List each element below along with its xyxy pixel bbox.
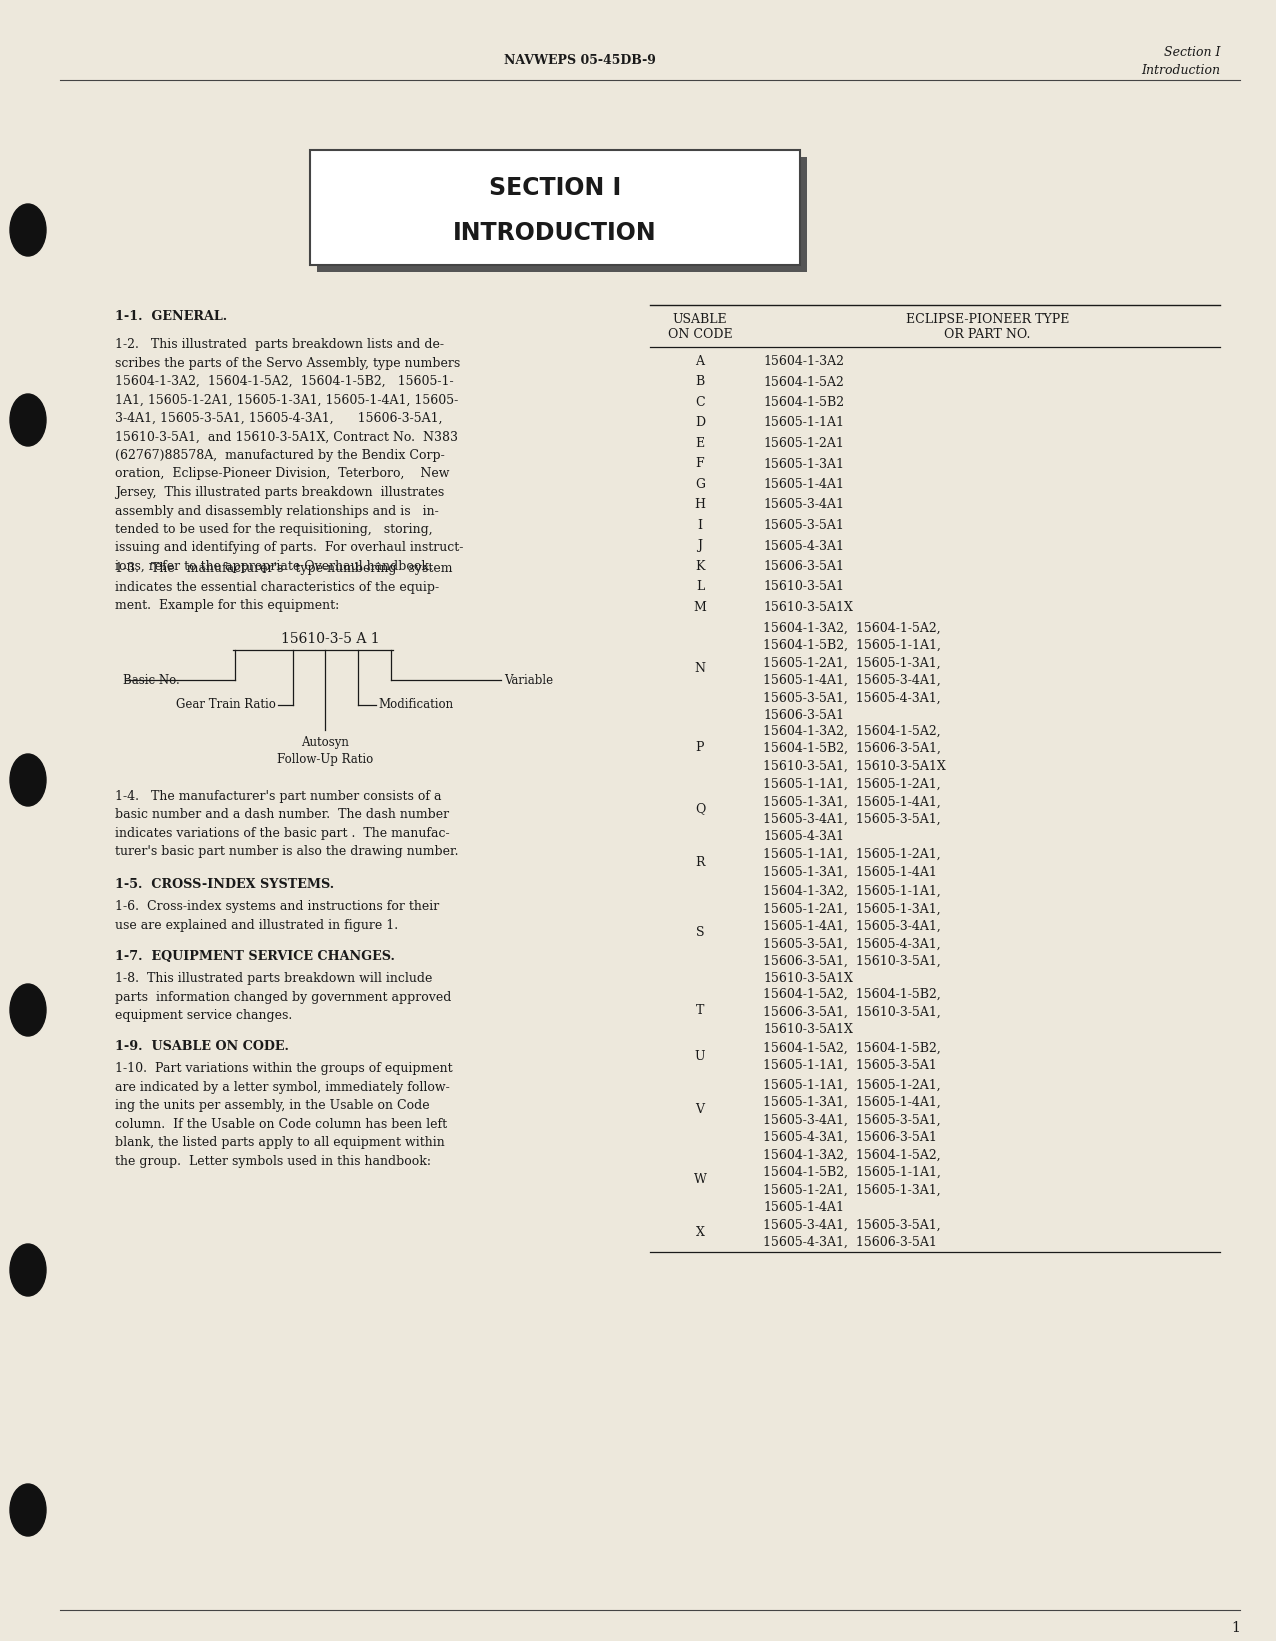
Text: L: L: [695, 581, 704, 594]
Text: D: D: [695, 417, 706, 430]
Text: K: K: [695, 560, 704, 573]
Text: 15604-1-5A2,  15604-1-5B2,
15606-3-5A1,  15610-3-5A1,
15610-3-5A1X: 15604-1-5A2, 15604-1-5B2, 15606-3-5A1, 1…: [763, 988, 940, 1035]
Text: NAVWEPS 05-45DB-9: NAVWEPS 05-45DB-9: [504, 54, 656, 67]
Text: Introduction: Introduction: [1141, 64, 1220, 77]
Text: 1-5.  CROSS-INDEX SYSTEMS.: 1-5. CROSS-INDEX SYSTEMS.: [115, 878, 334, 891]
Text: 15606-3-5A1: 15606-3-5A1: [763, 560, 843, 573]
Text: C: C: [695, 395, 704, 409]
Text: 15604-1-3A2,  15604-1-5A2,
15604-1-5B2,  15605-1-1A1,
15605-1-2A1,  15605-1-3A1,: 15604-1-3A2, 15604-1-5A2, 15604-1-5B2, 1…: [763, 622, 940, 722]
Ellipse shape: [10, 985, 46, 1035]
Text: Autosyn
Follow-Up Ratio: Autosyn Follow-Up Ratio: [277, 737, 373, 766]
Text: 15604-1-3A2,  15604-1-5A2,
15604-1-5B2,  15606-3-5A1,
15610-3-5A1,  15610-3-5A1X: 15604-1-3A2, 15604-1-5A2, 15604-1-5B2, 1…: [763, 724, 946, 773]
Text: 15605-1-1A1,  15605-1-2A1,
15605-1-3A1,  15605-1-4A1,
15605-3-4A1,  15605-3-5A1,: 15605-1-1A1, 15605-1-2A1, 15605-1-3A1, 1…: [763, 778, 940, 843]
Text: ECLIPSE-PIONEER TYPE: ECLIPSE-PIONEER TYPE: [906, 313, 1069, 327]
Text: Variable: Variable: [504, 673, 553, 686]
Ellipse shape: [10, 1244, 46, 1296]
Text: F: F: [695, 458, 704, 471]
Text: R: R: [695, 857, 704, 870]
Text: N: N: [694, 663, 706, 676]
Text: ON CODE: ON CODE: [667, 328, 732, 341]
Text: V: V: [695, 1103, 704, 1116]
Text: 1: 1: [1231, 1621, 1240, 1634]
Text: Section I: Section I: [1164, 46, 1220, 59]
Text: 15604-1-5A2: 15604-1-5A2: [763, 376, 843, 389]
Text: 15605-1-2A1: 15605-1-2A1: [763, 437, 843, 450]
Text: 1-1.  GENERAL.: 1-1. GENERAL.: [115, 310, 227, 323]
Ellipse shape: [10, 203, 46, 256]
Text: INTRODUCTION: INTRODUCTION: [453, 222, 657, 245]
Text: 15605-4-3A1: 15605-4-3A1: [763, 540, 843, 553]
Text: SECTION I: SECTION I: [489, 176, 621, 200]
Text: Basic No.: Basic No.: [122, 673, 180, 686]
Text: 15610-3-5A1: 15610-3-5A1: [763, 581, 843, 594]
Text: 15604-1-5B2: 15604-1-5B2: [763, 395, 845, 409]
Text: Gear Train Ratio: Gear Train Ratio: [176, 699, 276, 712]
Text: T: T: [695, 1004, 704, 1017]
Text: 1-7.  EQUIPMENT SERVICE CHANGES.: 1-7. EQUIPMENT SERVICE CHANGES.: [115, 950, 394, 963]
Bar: [316, 158, 806, 272]
Text: 1-3.   The   manufacturer's   type-numbering   system
indicates the essential ch: 1-3. The manufacturer's type-numbering s…: [115, 561, 453, 612]
Ellipse shape: [10, 394, 46, 446]
Text: 15605-3-5A1: 15605-3-5A1: [763, 519, 843, 532]
Text: X: X: [695, 1226, 704, 1239]
Text: 15605-1-1A1,  15605-1-2A1,
15605-1-3A1,  15605-1-4A1: 15605-1-1A1, 15605-1-2A1, 15605-1-3A1, 1…: [763, 848, 940, 878]
Text: Q: Q: [695, 802, 706, 816]
Text: 15605-1-4A1: 15605-1-4A1: [763, 478, 843, 491]
Bar: [310, 149, 800, 264]
Text: 15604-1-5A2,  15604-1-5B2,
15605-1-1A1,  15605-3-5A1: 15604-1-5A2, 15604-1-5B2, 15605-1-1A1, 1…: [763, 1042, 940, 1072]
Text: J: J: [698, 540, 703, 553]
Text: M: M: [694, 601, 707, 614]
Text: 15604-1-3A2: 15604-1-3A2: [763, 354, 843, 368]
Text: USABLE: USABLE: [672, 313, 727, 327]
Text: S: S: [695, 926, 704, 939]
Text: 1-6.  Cross-index systems and instructions for their
use are explained and illus: 1-6. Cross-index systems and instruction…: [115, 899, 439, 932]
Text: 1-9.  USABLE ON CODE.: 1-9. USABLE ON CODE.: [115, 1040, 288, 1054]
Text: 15605-1-1A1: 15605-1-1A1: [763, 417, 843, 430]
Text: 1-2.   This illustrated  parts breakdown lists and de-
scribes the parts of the : 1-2. This illustrated parts breakdown li…: [115, 338, 463, 573]
Ellipse shape: [10, 1483, 46, 1536]
Text: 15605-1-3A1: 15605-1-3A1: [763, 458, 843, 471]
Text: 1-4.   The manufacturer's part number consists of a
basic number and a dash numb: 1-4. The manufacturer's part number cons…: [115, 789, 458, 858]
Text: 15604-1-3A2,  15604-1-5A2,
15604-1-5B2,  15605-1-1A1,
15605-1-2A1,  15605-1-3A1,: 15604-1-3A2, 15604-1-5A2, 15604-1-5B2, 1…: [763, 1149, 940, 1214]
Text: OR PART NO.: OR PART NO.: [944, 328, 1031, 341]
Text: 15610-3-5A1X: 15610-3-5A1X: [763, 601, 852, 614]
Text: E: E: [695, 437, 704, 450]
Text: 15605-1-1A1,  15605-1-2A1,
15605-1-3A1,  15605-1-4A1,
15605-3-4A1,  15605-3-5A1,: 15605-1-1A1, 15605-1-2A1, 15605-1-3A1, 1…: [763, 1078, 940, 1144]
Text: 15610-3-5 A 1: 15610-3-5 A 1: [281, 632, 379, 647]
Text: U: U: [694, 1050, 706, 1062]
Text: I: I: [698, 519, 703, 532]
Text: H: H: [694, 499, 706, 512]
Text: G: G: [695, 478, 706, 491]
Ellipse shape: [10, 753, 46, 806]
Text: 1-10.  Part variations within the groups of equipment
are indicated by a letter : 1-10. Part variations within the groups …: [115, 1062, 453, 1167]
Text: P: P: [695, 740, 704, 753]
Text: 15605-3-4A1,  15605-3-5A1,
15605-4-3A1,  15606-3-5A1: 15605-3-4A1, 15605-3-5A1, 15605-4-3A1, 1…: [763, 1219, 940, 1249]
Text: B: B: [695, 376, 704, 389]
Text: W: W: [694, 1173, 707, 1186]
Text: 15604-1-3A2,  15605-1-1A1,
15605-1-2A1,  15605-1-3A1,
15605-1-4A1,  15605-3-4A1,: 15604-1-3A2, 15605-1-1A1, 15605-1-2A1, 1…: [763, 884, 940, 986]
Text: A: A: [695, 354, 704, 368]
Text: 1-8.  This illustrated parts breakdown will include
parts  information changed b: 1-8. This illustrated parts breakdown wi…: [115, 971, 452, 1022]
Text: Modification: Modification: [378, 699, 453, 712]
Text: 15605-3-4A1: 15605-3-4A1: [763, 499, 843, 512]
